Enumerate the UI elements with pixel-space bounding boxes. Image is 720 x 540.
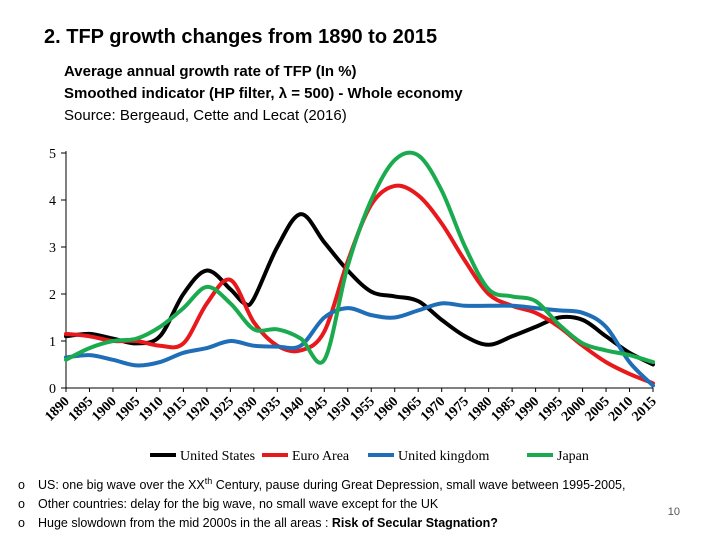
page-number: 10 [667,506,680,518]
bullet-text: Other countries: delay for the big wave,… [38,497,439,512]
x-tick-label: 1985 [489,394,519,424]
x-tick-label: 1935 [254,394,284,424]
bullet-marker: o [18,516,25,531]
legend-label-euro-area: Euro Area [292,449,350,464]
x-tick-label: 1975 [442,394,472,424]
x-tick-label: 1955 [348,394,378,424]
y-tick-label: 3 [49,241,56,256]
x-tick-label: 1890 [42,394,72,424]
x-tick-label: 1915 [160,394,190,424]
x-tick-label: 1965 [395,394,425,424]
legend-label-united-states: United States [180,449,255,464]
bullet-item: o Huge slowdown from the mid 2000s in the… [18,514,625,533]
bullet-text: Huge slowdown from the mid 2000s in the … [38,516,332,531]
series-line-united-states [64,212,655,367]
x-tick-label: 1900 [89,394,119,424]
y-tick-label: 1 [49,335,56,350]
bullet-item: o Other countries: delay for the big wave… [18,495,625,514]
x-tick-label: 2010 [606,394,636,424]
y-tick-label: 0 [49,382,56,397]
x-tick-label: 1905 [113,394,143,424]
bullet-item: o US: one big wave over the XXth Century,… [18,472,625,495]
x-tick-label: 1945 [301,394,331,424]
slide-title: 2. TFP growth changes from 1890 to 2015 [44,26,438,48]
x-tick-label: 1995 [536,394,566,424]
x-tick-label: 1895 [66,394,96,424]
x-tick-label: 1970 [418,394,448,424]
chart-source-line: Source: Bergeaud, Cette and Lecat (2016) [64,107,347,124]
x-tick-label: 2005 [582,394,612,424]
x-tick-label: 1910 [136,394,166,424]
x-tick-label: 2015 [629,394,659,424]
x-tick-label: 1980 [465,394,495,424]
bullet-text-cont: Century, pause during Great Depression, … [212,478,626,493]
y-tick-label: 5 [49,147,56,162]
x-tick-label: 1960 [371,394,401,424]
x-tick-label: 1930 [230,394,260,424]
y-tick-label: 4 [49,194,56,209]
bullet-marker: o [18,478,25,493]
x-tick-label: 2000 [559,394,589,424]
chart-subtitle-line-1: Average annual growth rate of TFP (In %) [64,63,357,80]
tfp-line-chart: 0123451890189519001905191019151920192519… [42,147,659,464]
x-tick-label: 1940 [277,394,307,424]
chart-subtitle-line-2: Smoothed indicator (HP filter, λ = 500) … [64,85,463,102]
legend-label-united-kingdom: United kingdom [398,449,489,464]
bullet-text: US: one big wave over the XX [38,478,205,493]
series-line-japan [64,150,655,365]
x-tick-label: 1990 [512,394,542,424]
bullet-superscript: th [204,476,213,486]
bullet-text-bold: Risk of Secular Stagnation? [331,516,498,531]
bullet-list: o US: one big wave over the XXth Century,… [18,472,625,533]
series-line-united-kingdom [64,301,655,388]
x-tick-label: 1920 [183,394,213,424]
legend-label-japan: Japan [557,449,589,464]
x-tick-label: 1925 [207,394,237,424]
x-tick-label: 1950 [324,394,354,424]
bullet-marker: o [18,497,25,512]
y-tick-label: 2 [49,288,56,303]
